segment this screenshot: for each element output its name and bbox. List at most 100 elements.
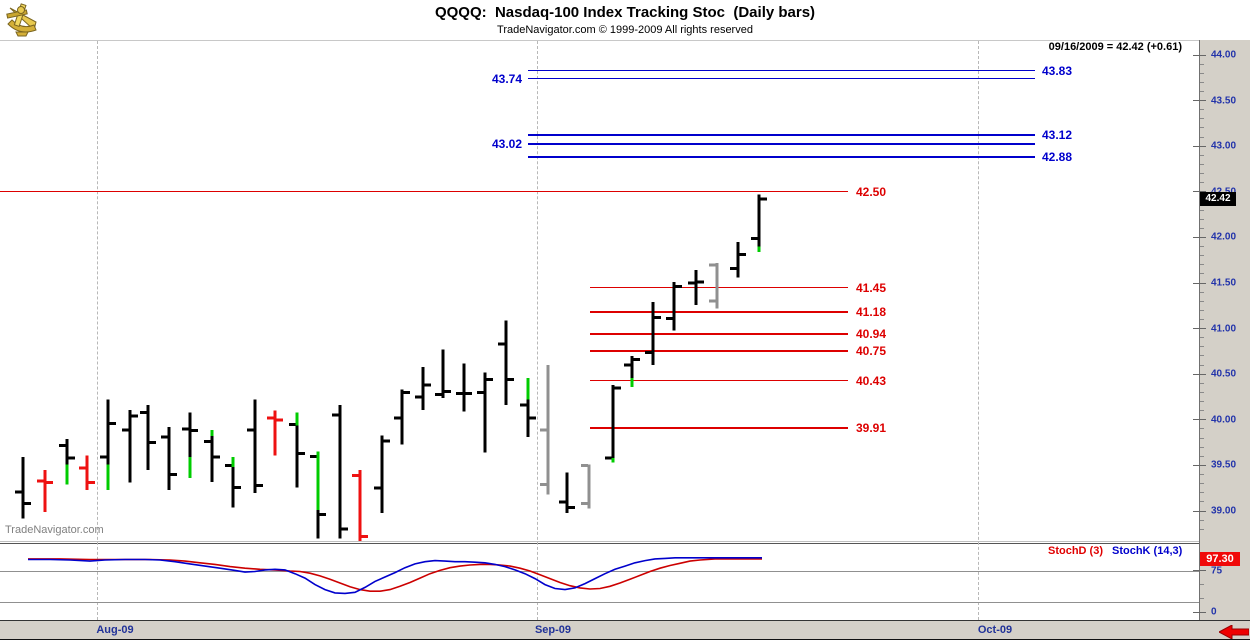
blue-level-label: 43.02 bbox=[491, 137, 522, 152]
ohlc-bar bbox=[140, 405, 156, 470]
ohlc-bar bbox=[225, 457, 241, 508]
price-tick-label: 42.50 bbox=[1211, 186, 1236, 197]
stochastic-svg bbox=[28, 557, 762, 595]
red-level-label: 41.45 bbox=[856, 280, 887, 295]
pane-divider bbox=[0, 541, 1199, 542]
ohlc-bar bbox=[247, 399, 263, 493]
price-minor-tick bbox=[1200, 401, 1204, 403]
ohlc-bar bbox=[520, 377, 536, 438]
ohlc-bar bbox=[688, 270, 704, 305]
ohlc-bar bbox=[100, 399, 116, 491]
ohlc-bar bbox=[435, 349, 451, 398]
ohlc-bar bbox=[645, 302, 661, 366]
price-minor-tick bbox=[1200, 136, 1204, 138]
stochastic-pane-canvas[interactable] bbox=[0, 543, 1199, 620]
price-minor-tick bbox=[1200, 90, 1204, 92]
month-gridline bbox=[97, 41, 98, 620]
price-tick-mark bbox=[1193, 419, 1206, 421]
price-minor-tick bbox=[1200, 154, 1204, 156]
price-tick-label: 43.00 bbox=[1211, 140, 1237, 152]
price-minor-tick bbox=[1200, 519, 1204, 521]
price-minor-tick bbox=[1200, 382, 1204, 384]
ohlc-bar bbox=[182, 412, 198, 479]
ohlc-bar bbox=[751, 194, 767, 252]
ohlc-bar bbox=[59, 438, 75, 485]
price-minor-tick bbox=[1200, 364, 1204, 366]
stochd-legend-label[interactable]: StochD (3) bbox=[1048, 545, 1103, 557]
price-tick-mark bbox=[1193, 145, 1206, 147]
price-minor-tick bbox=[1200, 163, 1204, 165]
price-tick-label: 40.50 bbox=[1211, 368, 1237, 380]
ohlc-bar bbox=[415, 366, 431, 410]
stochk-legend-label[interactable]: StochK (14,3) bbox=[1112, 545, 1183, 557]
price-minor-tick bbox=[1200, 218, 1204, 220]
ohlc-bar bbox=[352, 469, 368, 542]
date-axis-strip[interactable] bbox=[0, 621, 1250, 640]
watermark-text: TradeNavigator.com bbox=[5, 524, 104, 536]
blue-level-line bbox=[528, 134, 1035, 136]
price-minor-tick bbox=[1200, 492, 1204, 494]
price-minor-tick bbox=[1200, 410, 1204, 412]
blue-level-line bbox=[528, 156, 1035, 158]
price-tick-label: 43.50 bbox=[1211, 95, 1237, 107]
ohlc-bar bbox=[310, 451, 326, 539]
price-tick-mark bbox=[1193, 191, 1206, 193]
price-tick-label: 41.50 bbox=[1211, 277, 1237, 289]
price-tick-mark bbox=[1193, 510, 1206, 512]
stoch-tick-mark bbox=[1193, 611, 1206, 613]
chart-title: QQQQ: Nasdaq-100 Index Tracking Stoc (Da… bbox=[434, 4, 816, 21]
ohlc-bar bbox=[540, 365, 550, 495]
ohlc-bar bbox=[456, 363, 472, 412]
red-level-line bbox=[590, 311, 848, 313]
ohlc-bar bbox=[15, 457, 31, 519]
price-tick-mark bbox=[1193, 373, 1206, 375]
ohlc-bar bbox=[666, 282, 682, 331]
price-minor-tick bbox=[1200, 309, 1204, 311]
price-minor-tick bbox=[1200, 255, 1204, 257]
red-level-line bbox=[590, 379, 848, 382]
scroll-left-arrow-icon[interactable] bbox=[1219, 625, 1249, 639]
stochd-line bbox=[28, 558, 762, 593]
price-minor-tick bbox=[1200, 209, 1204, 211]
blue-level-label: 43.83 bbox=[1042, 63, 1073, 78]
stochk-line bbox=[28, 557, 762, 595]
month-axis-label: Aug-09 bbox=[96, 624, 134, 636]
price-minor-tick bbox=[1200, 81, 1204, 83]
price-minor-tick bbox=[1200, 246, 1204, 248]
price-minor-tick bbox=[1200, 291, 1204, 293]
ohlc-bar bbox=[289, 412, 305, 488]
last-quote-info: 09/16/2009 = 42.42 (+0.61) bbox=[1048, 41, 1182, 53]
stoch-minor-tick bbox=[1200, 597, 1204, 599]
blue-level-label: 43.74 bbox=[491, 71, 522, 86]
stoch-level-line bbox=[0, 571, 1199, 572]
ohlc-bar bbox=[332, 405, 348, 539]
price-minor-tick bbox=[1200, 355, 1204, 357]
red-level-label: 40.43 bbox=[856, 373, 887, 388]
price-axis-strip[interactable] bbox=[1199, 40, 1250, 620]
month-gridline bbox=[537, 41, 538, 620]
ohlc-bars-svg bbox=[15, 194, 767, 542]
ohlc-bar bbox=[624, 355, 640, 387]
price-minor-tick bbox=[1200, 391, 1204, 393]
stoch-tick-label: 0 bbox=[1211, 606, 1217, 618]
blue-level-line bbox=[528, 143, 1035, 145]
price-tick-mark bbox=[1193, 236, 1206, 238]
red-level-label: 40.75 bbox=[856, 344, 887, 359]
blue-level-line bbox=[528, 77, 1035, 80]
stoch-value-badge: 97.30 bbox=[1200, 551, 1240, 566]
price-minor-tick bbox=[1200, 318, 1204, 320]
blue-level-label: 42.88 bbox=[1042, 150, 1073, 165]
blue-level-label: 43.12 bbox=[1042, 128, 1073, 143]
price-minor-tick bbox=[1200, 501, 1204, 503]
stoch-tick-mark bbox=[1193, 570, 1206, 572]
red-level-line bbox=[590, 350, 848, 352]
price-tick-label: 42.00 bbox=[1211, 231, 1237, 243]
ohlc-bar bbox=[581, 463, 591, 509]
red-level-line bbox=[0, 190, 848, 193]
price-minor-tick bbox=[1200, 182, 1204, 184]
red-level-line bbox=[590, 286, 848, 289]
price-minor-tick bbox=[1200, 273, 1204, 275]
price-minor-tick bbox=[1200, 173, 1204, 175]
price-pane-canvas[interactable] bbox=[0, 40, 1199, 542]
ohlc-bar bbox=[161, 427, 177, 491]
